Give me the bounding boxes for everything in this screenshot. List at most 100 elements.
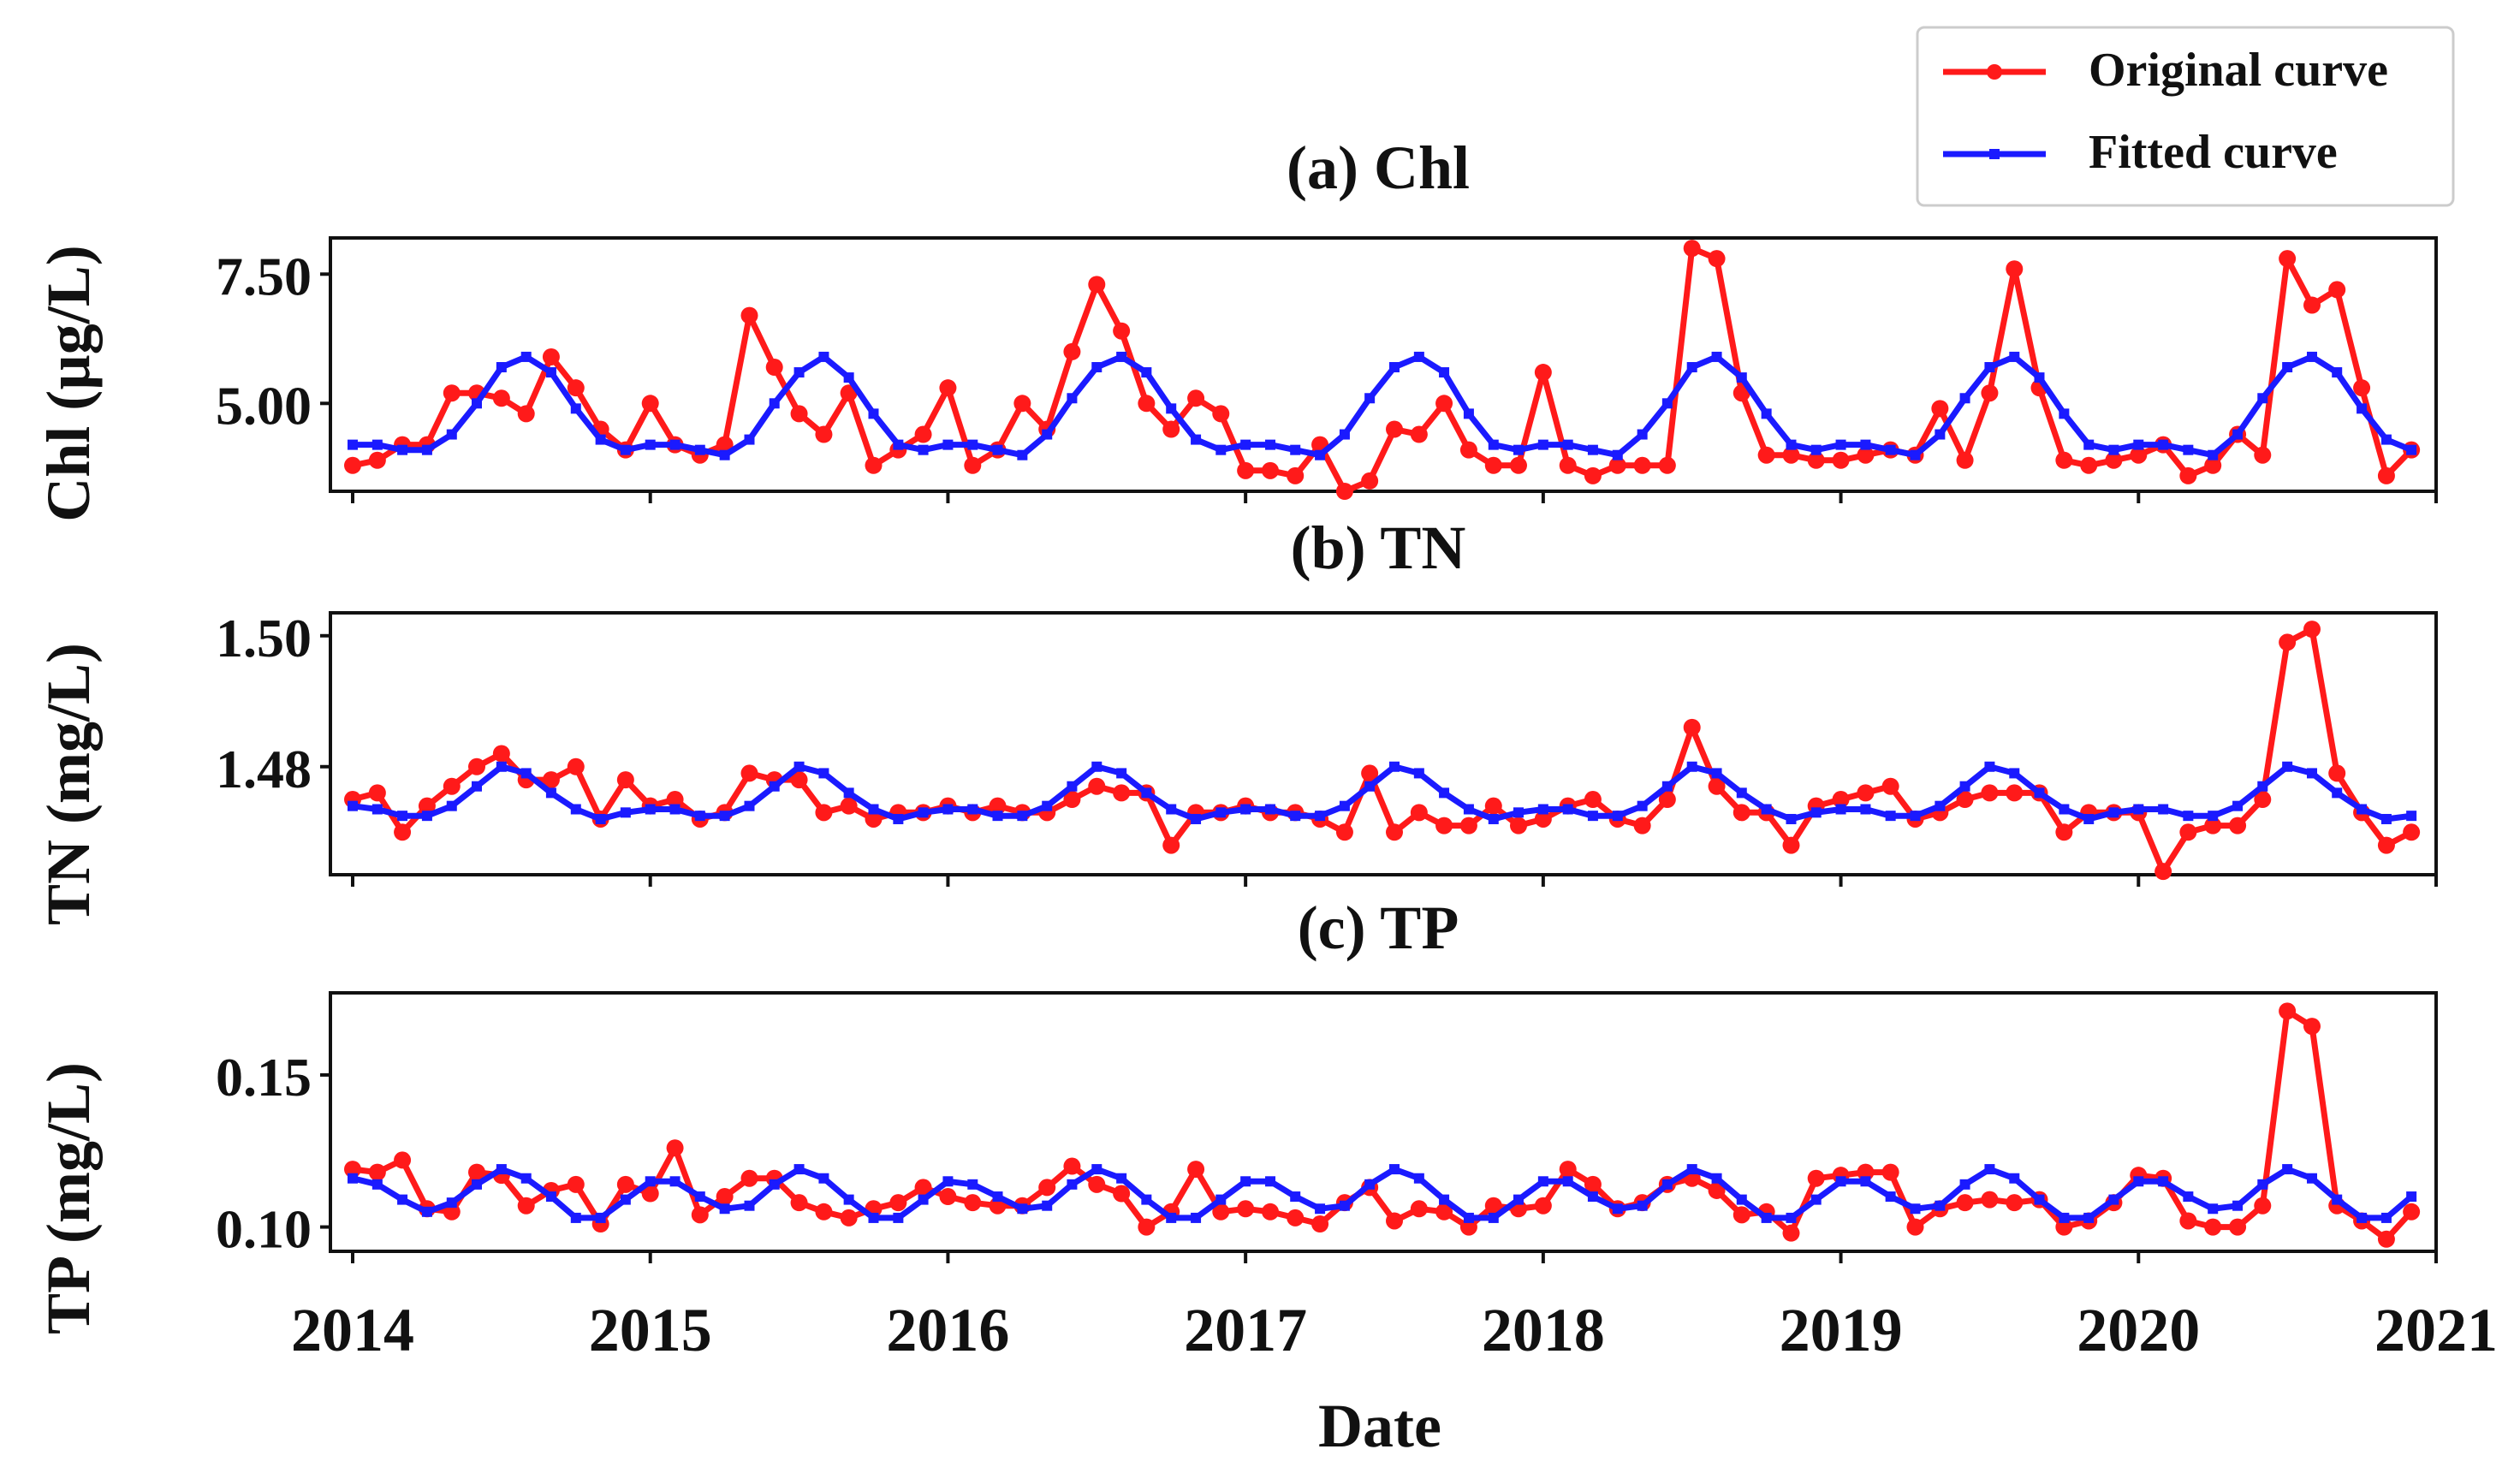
panel-chl-y-ticks: 5.00 7.50 <box>216 246 330 436</box>
original-point <box>2006 784 2024 802</box>
fitted-point <box>2332 367 2343 378</box>
fitted-point <box>620 444 631 455</box>
original-point <box>1187 1161 1205 1179</box>
fitted-point <box>1042 800 1053 811</box>
fitted-point <box>1166 1212 1177 1223</box>
fitted-point <box>2406 1191 2417 1203</box>
fitted-point <box>1067 393 1078 404</box>
original-point <box>1708 1181 1726 1199</box>
original-point <box>1410 804 1428 822</box>
original-point <box>2328 281 2346 299</box>
fitted-point <box>2083 439 2095 450</box>
panel-chl: (a) Chl 5.00 7.50 <box>216 134 2438 503</box>
fitted-point <box>1413 768 1424 779</box>
original-point <box>1807 1169 1825 1187</box>
fitted-point <box>1513 444 1524 455</box>
fitted-point <box>446 1197 457 1209</box>
fitted-point <box>769 398 780 409</box>
original-point <box>1881 1163 1899 1181</box>
fitted-point <box>1637 429 1648 440</box>
fitted-point <box>2282 362 2293 373</box>
fitted-point <box>645 1176 656 1187</box>
fitted-point <box>1612 449 1623 460</box>
x-axis-label: Date <box>1318 1392 1441 1460</box>
original-point <box>1832 791 1850 809</box>
fitted-point <box>1984 761 1995 772</box>
fitted-point <box>719 811 730 822</box>
fitted-point <box>1910 449 1921 460</box>
fitted-point <box>1215 1194 1227 1205</box>
fitted-point <box>2158 1176 2169 1187</box>
fitted-point <box>1389 1164 1400 1175</box>
fitted-point <box>645 804 656 815</box>
fitted-point <box>2108 1194 2119 1205</box>
original-point <box>1088 276 1106 294</box>
panel-chl-series <box>344 240 2421 500</box>
original-point <box>1807 451 1825 469</box>
original-point <box>641 1185 659 1203</box>
fitted-point <box>1885 1191 1896 1203</box>
original-point <box>1534 364 1552 382</box>
original-point <box>542 347 560 365</box>
fitted-point <box>1761 408 1772 419</box>
fitted-point <box>1661 781 1673 792</box>
fitted-point <box>1860 439 1871 450</box>
fitted-point <box>818 768 829 779</box>
fitted-point <box>1959 1179 1970 1190</box>
original-point <box>1708 777 1726 795</box>
original-point <box>1088 1175 1106 1193</box>
fitted-point <box>570 403 581 414</box>
fitted-point <box>1562 804 1573 815</box>
fitted-point <box>1364 1179 1376 1190</box>
original-point <box>1386 823 1403 841</box>
fitted-point <box>868 408 879 419</box>
original-point <box>740 306 758 324</box>
original-point <box>989 797 1007 815</box>
fitted-point <box>1612 811 1623 822</box>
original-point <box>1187 389 1205 407</box>
original-point <box>2179 466 2197 484</box>
fitted-point <box>868 804 879 815</box>
fitted-point <box>348 1173 358 1184</box>
x-tick-labels: 2014 2015 2016 2017 2018 2019 2020 2021 <box>291 1296 2498 1364</box>
fitted-point <box>1265 804 1276 815</box>
original-point <box>1906 1218 1924 1236</box>
fitted-point <box>1761 804 1772 815</box>
original-point <box>765 359 783 377</box>
panel-tp-series <box>344 1002 2421 1248</box>
fitted-point <box>1537 439 1548 450</box>
fitted-point <box>1364 393 1376 404</box>
original-point <box>1732 1206 1750 1224</box>
panel-tp-x-ticks <box>351 1251 2438 1263</box>
original-point <box>1484 797 1502 815</box>
panel-tn-title: (b) TN <box>1291 514 1466 582</box>
fitted-point <box>2357 1212 2368 1223</box>
fitted-point <box>496 1164 507 1175</box>
fitted-point <box>1290 444 1301 455</box>
fitted-point <box>1711 1173 1722 1184</box>
original-point <box>1435 817 1453 835</box>
original-point <box>2303 621 2321 639</box>
legend-fitted-label: Fitted curve <box>2089 126 2338 179</box>
fitted-point <box>2332 787 2343 799</box>
original-point <box>2377 1230 2395 1248</box>
fitted-point <box>520 1173 532 1184</box>
fitted-point <box>595 813 606 824</box>
fitted-point <box>421 444 432 455</box>
fitted-point <box>1315 1203 1326 1215</box>
fitted-point <box>868 1212 879 1223</box>
chl-y-axis-label: Chl (µg/L) <box>34 245 103 522</box>
fitted-point <box>1413 1173 1424 1184</box>
fitted-point <box>2307 351 2318 362</box>
fitted-point <box>967 439 978 450</box>
original-point <box>1262 1203 1280 1221</box>
fitted-point <box>694 444 705 455</box>
original-point <box>1335 823 1353 841</box>
legend-box <box>1916 26 2455 207</box>
fitted-point <box>1116 351 1127 362</box>
original-point <box>2254 446 2272 464</box>
original-point <box>1311 1215 1329 1233</box>
fitted-point <box>793 761 805 772</box>
original-point <box>2303 296 2321 314</box>
fitted-point <box>1017 1203 1028 1215</box>
